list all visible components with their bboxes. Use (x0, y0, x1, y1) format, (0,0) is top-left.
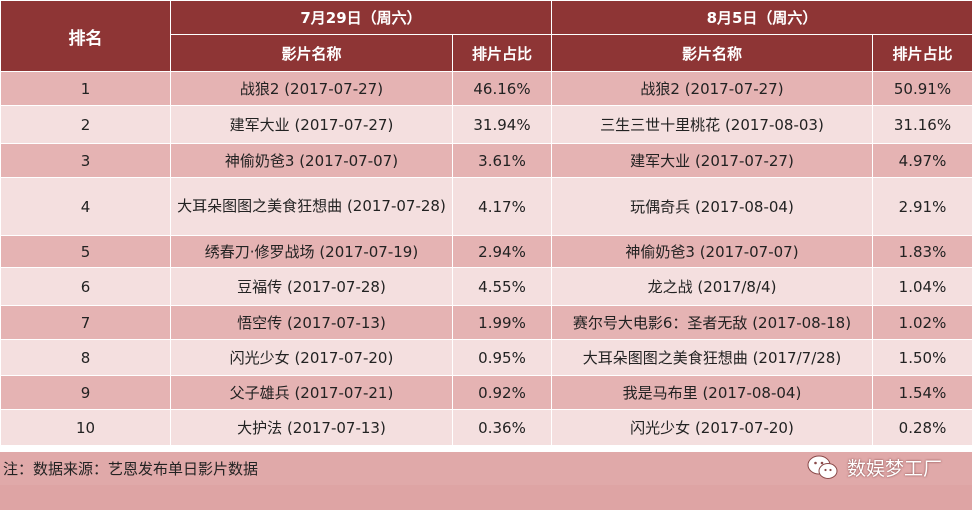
share-header-2: 排片占比 (872, 34, 972, 72)
schedule-table: 排名 7月29日（周六） 8月5日（周六） 影片名称 排片占比 影片名称 排片占… (0, 0, 972, 446)
share2-cell: 1.50% (872, 339, 972, 376)
table-row: 2 建军大业 (2017-07-27) 31.94% 三生三世十里桃花 (201… (0, 105, 972, 144)
film2-cell: 赛尔号大电影6：圣者无敌 (2017-08-18) (551, 305, 873, 340)
brand-name: 数娱梦工厂 (846, 458, 942, 480)
film-header-1: 影片名称 (170, 34, 453, 72)
table-row: 3 神偷奶爸3 (2017-07-07) 3.61% 建军大业 (2017-07… (0, 143, 972, 178)
rank-cell: 4 (0, 177, 171, 236)
film1-cell: 闪光少女 (2017-07-20) (170, 339, 453, 376)
share2-cell: 0.28% (872, 409, 972, 446)
film1-cell: 悟空传 (2017-07-13) (170, 305, 453, 340)
date2-header: 8月5日（周六） (551, 0, 972, 35)
share1-cell: 31.94% (452, 105, 552, 144)
table-row: 7 悟空传 (2017-07-13) 1.99% 赛尔号大电影6：圣者无敌 (2… (0, 305, 972, 340)
rank-cell: 3 (0, 143, 171, 178)
film2-cell: 大耳朵图图之美食狂想曲 (2017/7/28) (551, 339, 873, 376)
table-row: 8 闪光少女 (2017-07-20) 0.95% 大耳朵图图之美食狂想曲 (2… (0, 339, 972, 376)
film2-cell: 闪光少女 (2017-07-20) (551, 409, 873, 446)
film2-cell: 我是马布里 (2017-08-04) (551, 375, 873, 410)
table-row: 10 大护法 (2017-07-13) 0.36% 闪光少女 (2017-07-… (0, 409, 972, 446)
share2-cell: 50.91% (872, 71, 972, 106)
film2-cell: 战狼2 (2017-07-27) (551, 71, 873, 106)
rank-cell: 5 (0, 235, 171, 268)
share2-cell: 1.02% (872, 305, 972, 340)
share1-cell: 46.16% (452, 71, 552, 106)
film2-cell: 玩偶奇兵 (2017-08-04) (551, 177, 873, 236)
rank-cell: 6 (0, 267, 171, 306)
film1-cell: 父子雄兵 (2017-07-21) (170, 375, 453, 410)
share1-cell: 0.95% (452, 339, 552, 376)
film1-cell: 战狼2 (2017-07-27) (170, 71, 453, 106)
rank-cell: 7 (0, 305, 171, 340)
share2-cell: 1.54% (872, 375, 972, 410)
film-header-2: 影片名称 (551, 34, 873, 72)
film2-cell: 神偷奶爸3 (2017-07-07) (551, 235, 873, 268)
table-row: 6 豆福传 (2017-07-28) 4.55% 龙之战 (2017/8/4) … (0, 267, 972, 306)
film1-cell: 绣春刀·修罗战场 (2017-07-19) (170, 235, 453, 268)
share-header-1: 排片占比 (452, 34, 552, 72)
film2-cell: 龙之战 (2017/8/4) (551, 267, 873, 306)
rank-header: 排名 (0, 0, 171, 72)
film1-cell: 建军大业 (2017-07-27) (170, 105, 453, 144)
share1-cell: 0.36% (452, 409, 552, 446)
share2-cell: 31.16% (872, 105, 972, 144)
rank-cell: 2 (0, 105, 171, 144)
share2-cell: 2.91% (872, 177, 972, 236)
film1-cell: 大护法 (2017-07-13) (170, 409, 453, 446)
share2-cell: 4.97% (872, 143, 972, 178)
brand-watermark: 数娱梦工厂 (807, 451, 942, 484)
rank-cell: 8 (0, 339, 171, 376)
share1-cell: 4.55% (452, 267, 552, 306)
table-row: 9 父子雄兵 (2017-07-21) 0.92% 我是马布里 (2017-08… (0, 375, 972, 410)
rank-cell: 1 (0, 71, 171, 106)
share2-cell: 1.83% (872, 235, 972, 268)
film1-cell: 神偷奶爸3 (2017-07-07) (170, 143, 453, 178)
share1-cell: 3.61% (452, 143, 552, 178)
share1-cell: 0.92% (452, 375, 552, 410)
rank-cell: 10 (0, 409, 171, 446)
film1-cell: 大耳朵图图之美食狂想曲 (2017-07-28) (170, 177, 453, 236)
film2-cell: 三生三世十里桃花 (2017-08-03) (551, 105, 873, 144)
share1-cell: 4.17% (452, 177, 552, 236)
source-note: 注：数据来源：艺恩发布单日影片数据 (3, 460, 259, 478)
share1-cell: 2.94% (452, 235, 552, 268)
share1-cell: 1.99% (452, 305, 552, 340)
share2-cell: 1.04% (872, 267, 972, 306)
date1-header: 7月29日（周六） (170, 0, 552, 35)
film1-cell: 豆福传 (2017-07-28) (170, 267, 453, 306)
bottom-band (0, 485, 972, 510)
table-row: 1 战狼2 (2017-07-27) 46.16% 战狼2 (2017-07-2… (0, 71, 972, 106)
film2-cell: 建军大业 (2017-07-27) (551, 143, 873, 178)
wechat-icon (807, 455, 838, 479)
table-row: 5 绣春刀·修罗战场 (2017-07-19) 2.94% 神偷奶爸3 (201… (0, 235, 972, 268)
table-row: 4 大耳朵图图之美食狂想曲 (2017-07-28) 4.17% 玩偶奇兵 (2… (0, 177, 972, 236)
rank-cell: 9 (0, 375, 171, 410)
